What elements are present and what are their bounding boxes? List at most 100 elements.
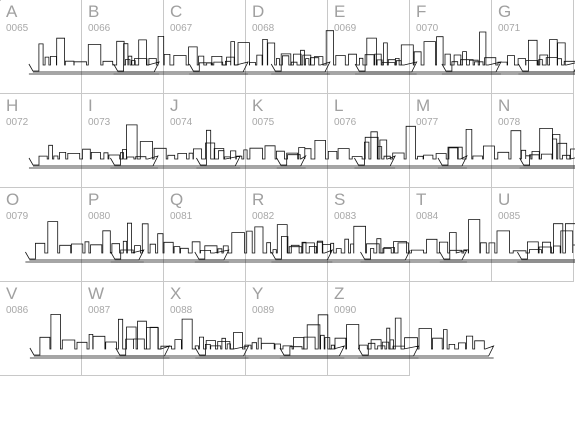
glyph-cell: G 0071 <box>492 0 574 94</box>
ship-glyph <box>110 124 241 167</box>
glyph-letter: R <box>252 190 265 209</box>
glyph-cell: Q 0081 <box>164 188 246 282</box>
glyph-letter: A <box>6 2 18 21</box>
glyph-letter: I <box>88 96 93 115</box>
glyph-letter: D <box>252 2 265 21</box>
glyph-code: 0083 <box>334 211 357 222</box>
glyph-cell: I 0073 <box>82 94 164 188</box>
ship-glyph <box>28 144 159 167</box>
glyph-letter: O <box>6 190 20 209</box>
glyph-letter: H <box>6 96 19 115</box>
glyph-code: 0080 <box>88 211 111 222</box>
ship-glyph <box>439 219 575 261</box>
glyph-cell: V 0086 <box>0 282 82 376</box>
glyph-code: 0078 <box>498 117 521 128</box>
glyph-cell: J 0074 <box>164 94 246 188</box>
ship-glyph <box>194 224 334 261</box>
glyph-code: 0074 <box>170 117 193 128</box>
ship-glyph <box>441 42 575 73</box>
glyph-cell: F 0070 <box>410 0 492 94</box>
glyph-cell: R 0082 <box>246 188 328 282</box>
glyph-code: 0065 <box>6 23 29 34</box>
glyph-code: 0079 <box>6 211 29 222</box>
glyph-code: 0090 <box>334 305 357 316</box>
glyph-code: 0072 <box>6 117 29 128</box>
ship-glyph <box>519 127 575 167</box>
ship-glyph <box>354 125 468 167</box>
glyph-letter: L <box>334 96 344 115</box>
glyph-cell: T 0084 <box>410 188 492 282</box>
glyph-letter: W <box>88 284 105 303</box>
glyph-letter: B <box>88 2 100 21</box>
glyph-code: 0067 <box>170 23 193 34</box>
glyph-code: 0075 <box>252 117 275 128</box>
glyph-cell: U 0085 <box>492 188 574 282</box>
ship-glyph <box>518 39 575 73</box>
glyph-letter: X <box>170 284 182 303</box>
ship-glyph <box>188 39 331 73</box>
glyph-code: 0066 <box>88 23 111 34</box>
glyph-letter: F <box>416 2 427 21</box>
ship-glyph <box>270 30 418 73</box>
glyph-letter: Z <box>334 284 345 303</box>
glyph-letter: C <box>170 2 183 21</box>
ship-glyph <box>28 37 160 73</box>
ship-glyph <box>437 128 575 167</box>
glyph-letter: Q <box>170 190 184 209</box>
glyph-cell: A 0065 <box>0 0 82 94</box>
ship-glyph <box>279 314 420 357</box>
glyph-cell: W 0087 <box>82 282 164 376</box>
ship-glyph <box>357 327 495 357</box>
glyph-code: 0070 <box>416 23 439 34</box>
glyph-cell: M 0077 <box>410 94 492 188</box>
glyph-code: 0085 <box>498 211 521 222</box>
glyph-cell: K 0075 <box>246 94 328 188</box>
ship-glyph <box>517 230 575 261</box>
glyph-code: 0088 <box>170 305 193 316</box>
glyph-cell: L 0076 <box>328 94 410 188</box>
ship-glyph <box>195 324 346 357</box>
ship-glyph <box>113 36 249 73</box>
glyph-letter: S <box>334 190 346 209</box>
glyph-cell: Z 0090 <box>328 282 410 376</box>
glyph-code: 0076 <box>334 117 357 128</box>
glyph-code: 0087 <box>88 305 111 316</box>
glyph-cell: O 0079 <box>0 188 82 282</box>
glyph-letter: K <box>252 96 264 115</box>
ship-glyph <box>25 221 145 261</box>
glyph-letter: P <box>88 190 100 209</box>
ship-glyph <box>115 318 250 357</box>
glyph-cell: H 0072 <box>0 94 82 188</box>
glyph-letter: N <box>498 96 511 115</box>
glyph-letter: J <box>170 96 179 115</box>
glyph-code: 0077 <box>416 117 439 128</box>
ship-glyph <box>276 136 396 167</box>
glyph-code: 0068 <box>252 23 275 34</box>
glyph-letter: M <box>416 96 431 115</box>
ship-glyph <box>196 129 307 167</box>
glyph-code: 0073 <box>88 117 111 128</box>
glyph-grid <box>0 0 1 1</box>
glyph-code: 0081 <box>170 211 193 222</box>
glyph-cell: N 0078 <box>492 94 574 188</box>
glyph-cell: C 0067 <box>164 0 246 94</box>
ship-glyph <box>360 232 468 261</box>
glyph-letter: Y <box>252 284 264 303</box>
glyph-letter: E <box>334 2 346 21</box>
glyph-code: 0089 <box>252 305 275 316</box>
glyph-letter: V <box>6 284 18 303</box>
glyph-cell: P 0080 <box>82 188 164 282</box>
glyph-code: 0071 <box>498 23 521 34</box>
glyph-cell: X 0088 <box>164 282 246 376</box>
glyph-letter: U <box>498 190 511 209</box>
glyph-letter: G <box>498 2 512 21</box>
glyph-code: 0069 <box>334 23 357 34</box>
glyph-code: 0086 <box>6 305 29 316</box>
glyph-code: 0084 <box>416 211 439 222</box>
glyph-letter: T <box>416 190 427 209</box>
ship-glyph <box>271 225 411 261</box>
glyph-cell: S 0083 <box>328 188 410 282</box>
ship-glyph <box>110 223 230 261</box>
